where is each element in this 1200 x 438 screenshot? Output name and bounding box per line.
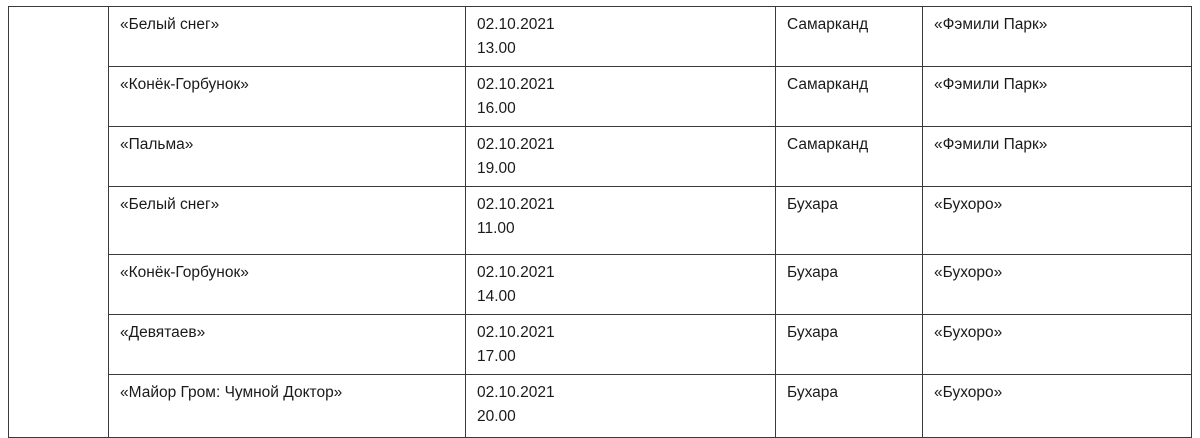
film-title-cell: «Девятаев» [108,314,466,376]
venue-cell: «Бухоро» [922,186,1192,256]
venue-cell: «Бухоро» [922,374,1192,438]
venue-cell: «Фэмили Парк» [922,66,1192,128]
show-date: 02.10.2021 [477,196,555,214]
film-title-cell: «Конёк-Горбунок» [108,66,466,128]
show-date: 02.10.2021 [477,76,555,94]
city-cell: Самарканд [775,126,923,188]
table-row: «Конёк-Горбунок» 02.10.2021 14.00 Бухара… [9,254,1192,316]
venue-cell: «Бухоро» [922,314,1192,376]
show-date: 02.10.2021 [477,136,555,154]
schedule-table: «Белый снег» 02.10.2021 13.00 Самарканд … [8,5,1192,438]
table-row: «Белый снег» 02.10.2021 13.00 Самарканд … [8,5,1192,438]
venue-cell: «Фэмили Парк» [922,126,1192,188]
venue-cell: «Фэмили Парк» [922,5,1192,68]
film-title-cell: «Майор Гром: Чумной Доктор» [108,374,466,438]
film-title-cell: «Конёк-Горбунок» [108,254,466,316]
venue-cell: «Бухоро» [922,254,1192,316]
show-time: 17.00 [477,347,516,365]
film-title-cell: «Пальма» [108,126,466,188]
show-time: 11.00 [477,219,515,237]
table-row: «Конёк-Горбунок» 02.10.2021 16.00 Самарк… [9,66,1192,128]
datetime-cell: 02.10.2021 13.00 [465,5,776,68]
document-page: «Белый снег» 02.10.2021 13.00 Самарканд … [8,5,1192,438]
row-index-cell [8,5,109,438]
city-cell: Бухара [775,314,923,376]
table-row: «Белый снег» 02.10.2021 11.00 Бухара «Бу… [9,186,1192,256]
film-title-cell: «Белый снег» [108,5,466,68]
city-cell: Бухара [775,254,923,316]
show-time: 14.00 [477,287,516,305]
city-cell: Бухара [775,374,923,438]
table-row: «Майор Гром: Чумной Доктор» 02.10.2021 2… [9,374,1192,438]
datetime-cell: 02.10.2021 19.00 [465,126,776,188]
city-cell: Бухара [775,186,923,256]
datetime-cell: 02.10.2021 20.00 [465,374,776,438]
datetime-cell: 02.10.2021 17.00 [465,314,776,376]
film-title-cell: «Белый снег» [108,186,466,256]
show-date: 02.10.2021 [477,16,555,33]
show-date: 02.10.2021 [477,324,555,342]
show-time: 19.00 [477,159,516,177]
show-date: 02.10.2021 [477,384,555,402]
schedule-table-body: «Белый снег» 02.10.2021 13.00 Самарканд … [8,5,1192,438]
table-row: «Девятаев» 02.10.2021 17.00 Бухара «Бухо… [9,314,1192,376]
show-time: 13.00 [477,39,516,57]
datetime-cell: 02.10.2021 14.00 [465,254,776,316]
city-cell: Самарканд [775,66,923,128]
show-date: 02.10.2021 [477,264,555,282]
table-row: «Пальма» 02.10.2021 19.00 Самарканд «Фэм… [9,126,1192,188]
datetime-cell: 02.10.2021 16.00 [465,66,776,128]
show-time: 16.00 [477,99,516,117]
show-time: 20.00 [477,408,516,426]
city-cell: Самарканд [775,5,923,68]
datetime-cell: 02.10.2021 11.00 [465,186,776,256]
